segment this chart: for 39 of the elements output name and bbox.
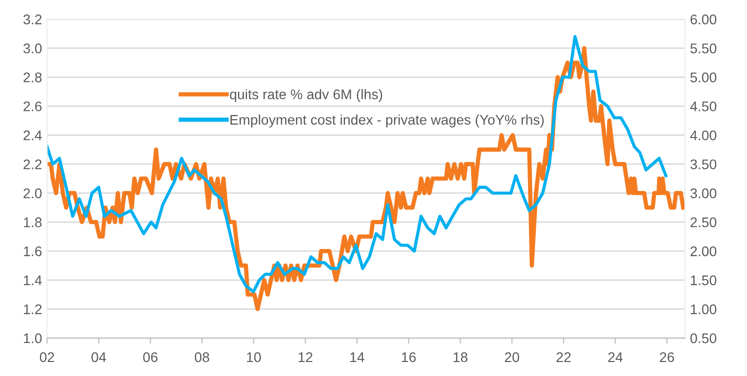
y-tick-label: 2.8	[24, 72, 42, 82]
y2-tick-label: 1.00	[690, 304, 716, 314]
y-tick-label: 3.2	[23, 14, 42, 24]
y2-tick-label: 0.50	[690, 333, 716, 344]
y2-tick-label: 3.50	[690, 159, 716, 170]
y2-tick-label: 2.50	[690, 217, 716, 228]
x-tick-label: 06	[143, 352, 158, 362]
x-tick-label: 02	[40, 352, 54, 362]
y2-tick-label: 5.50	[690, 43, 716, 54]
y-tick-label: 2.4	[24, 130, 42, 140]
y-tick-label: 3.0	[23, 43, 42, 54]
y-tick-label: 2.6	[24, 101, 42, 112]
y-tick-label: 1.2	[24, 304, 42, 314]
x-tick-label: 08	[194, 352, 210, 362]
x-tick-label: 18	[454, 352, 468, 362]
x-tick-label: 16	[402, 352, 416, 362]
x-tick-label: 20	[504, 352, 520, 362]
y2-tick-label: 5.00	[690, 72, 716, 82]
x-tick-label: 22	[556, 352, 571, 362]
y2-tick-label: 2.00	[690, 246, 716, 256]
x-tick-label: 26	[660, 352, 674, 362]
y2-tick-label: 6.00	[690, 14, 716, 24]
y-tick-label: 1.0	[24, 333, 42, 344]
y2-tick-label: 1.50	[690, 275, 716, 286]
y-tick-label: 1.8	[24, 217, 42, 228]
legend-label: quits rate % adv 6M (lhs)	[230, 89, 382, 102]
legend-label: Employment cost index - private wages (YoY% rhs)	[230, 114, 544, 128]
y-tick-label: 1.6	[24, 246, 42, 256]
x-tick-label: 10	[247, 352, 261, 362]
x-tick-label: 24	[608, 352, 623, 362]
y2-tick-label: 4.00	[690, 130, 716, 140]
x-tick-label: 04	[92, 352, 106, 362]
y-tick-label: 2.2	[24, 159, 42, 170]
y2-tick-label: 3.00	[690, 188, 716, 198]
x-tick-label: 12	[298, 352, 312, 362]
y-tick-label: 1.4	[24, 276, 42, 286]
y2-tick-label: 4.50	[690, 101, 716, 112]
x-tick-label: 14	[350, 352, 364, 362]
y-tick-label: 2.0	[24, 188, 42, 198]
